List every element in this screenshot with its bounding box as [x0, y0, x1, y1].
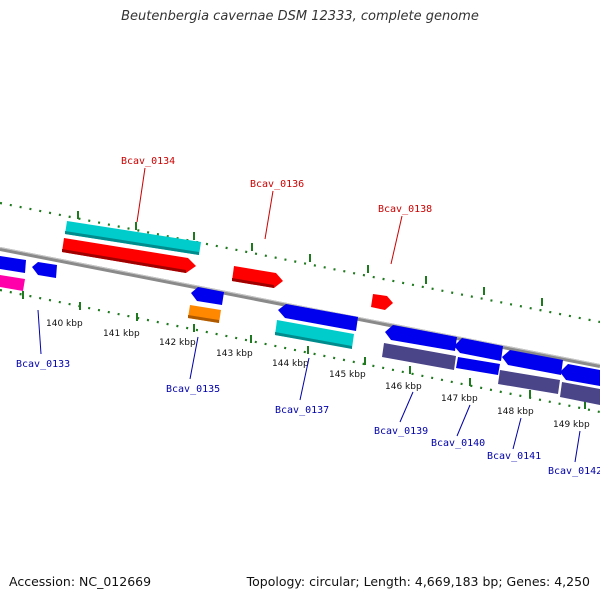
leader-line [264, 190, 274, 240]
kbp-label: 147 kbp [441, 394, 478, 404]
gene-label-bcav-0141[interactable]: Bcav_0141 [487, 451, 541, 462]
gene-feature-red-shade [232, 278, 274, 288]
genome-summary-text: Topology: circular; Length: 4,669,183 bp… [246, 574, 590, 589]
gene-label-bcav-0136[interactable]: Bcav_0136 [250, 179, 304, 190]
kbp-label: 140 kbp [46, 319, 83, 329]
map-title: Beutenbergia cavernae DSM 12333, complet… [121, 9, 479, 24]
forward-gene-labels: Bcav_0134 Bcav_0136 Bcav_0138 [121, 156, 432, 215]
kbp-label: 141 kbp [103, 329, 140, 339]
gene-feature-blue[interactable] [502, 350, 563, 375]
leader-line [512, 417, 522, 450]
accession-text: Accession: NC_012669 [9, 574, 152, 589]
leader-line [189, 336, 199, 380]
gene-label-bcav-0133[interactable]: Bcav_0133 [16, 359, 70, 370]
kbp-label: 144 kbp [272, 359, 309, 369]
reverse-label-leaders [37, 309, 581, 463]
leader-line [574, 430, 581, 463]
kbp-label: 145 kbp [329, 370, 366, 380]
gene-feature-blue[interactable] [0, 256, 26, 273]
kbp-label: 146 kbp [385, 382, 422, 392]
gene-label-bcav-0137[interactable]: Bcav_0137 [275, 405, 329, 416]
reverse-features [0, 275, 600, 405]
leader-line [299, 357, 310, 401]
gene-feature-cyan-shade [275, 332, 352, 349]
genome-backbone-highlight [0, 247, 600, 365]
gene-label-bcav-0134[interactable]: Bcav_0134 [121, 156, 175, 167]
outer-major-ticks [77, 211, 543, 306]
leader-line [456, 404, 471, 437]
inner-major-ticks [22, 291, 586, 409]
kbp-scale: 140 kbp 141 kbp 142 kbp 143 kbp 144 kbp … [46, 319, 590, 430]
gene-feature-blue[interactable] [32, 262, 57, 278]
gene-feature-cyan-shade [65, 231, 199, 255]
gene-feature-blue[interactable] [454, 338, 503, 361]
kbp-label: 143 kbp [216, 349, 253, 359]
kbp-label: 148 kbp [497, 407, 534, 417]
leader-line [37, 309, 42, 355]
kbp-label: 142 kbp [159, 338, 196, 348]
gene-label-bcav-0139[interactable]: Bcav_0139 [374, 426, 428, 437]
kbp-label: 149 kbp [553, 420, 590, 430]
leader-line [136, 167, 146, 223]
forward-label-leaders [136, 167, 403, 265]
gene-feature-blue[interactable] [560, 364, 600, 386]
gene-feature-slate[interactable] [382, 343, 456, 370]
gene-label-bcav-0140[interactable]: Bcav_0140 [431, 438, 485, 449]
gene-feature-slate[interactable] [560, 382, 600, 405]
gene-feature-orange-shade [188, 315, 219, 323]
gene-feature-magenta[interactable] [0, 275, 25, 291]
gene-feature-cyan[interactable] [65, 221, 201, 255]
leader-line [390, 215, 403, 265]
leader-line [399, 391, 414, 423]
gene-feature-slate[interactable] [498, 370, 560, 394]
gene-feature-blue[interactable] [456, 357, 500, 375]
gene-feature-red[interactable] [62, 238, 196, 273]
inner-tick-track [0, 288, 600, 414]
gene-feature-blue[interactable] [191, 287, 224, 305]
gene-feature-blue[interactable] [385, 325, 457, 351]
gene-label-bcav-0135[interactable]: Bcav_0135 [166, 384, 220, 395]
gene-feature-cyan[interactable] [275, 320, 354, 348]
gene-label-bcav-0142[interactable]: Bcav_0142 [548, 466, 600, 477]
reverse-gene-labels: Bcav_0133 Bcav_0135 Bcav_0137 Bcav_0139 … [16, 359, 600, 477]
forward-features [0, 221, 393, 310]
gene-feature-blue[interactable] [278, 304, 358, 331]
gene-label-bcav-0138[interactable]: Bcav_0138 [378, 204, 432, 215]
gene-feature-red-shade [62, 249, 186, 273]
gene-feature-red[interactable] [371, 294, 393, 310]
outer-tick-track [0, 201, 600, 324]
